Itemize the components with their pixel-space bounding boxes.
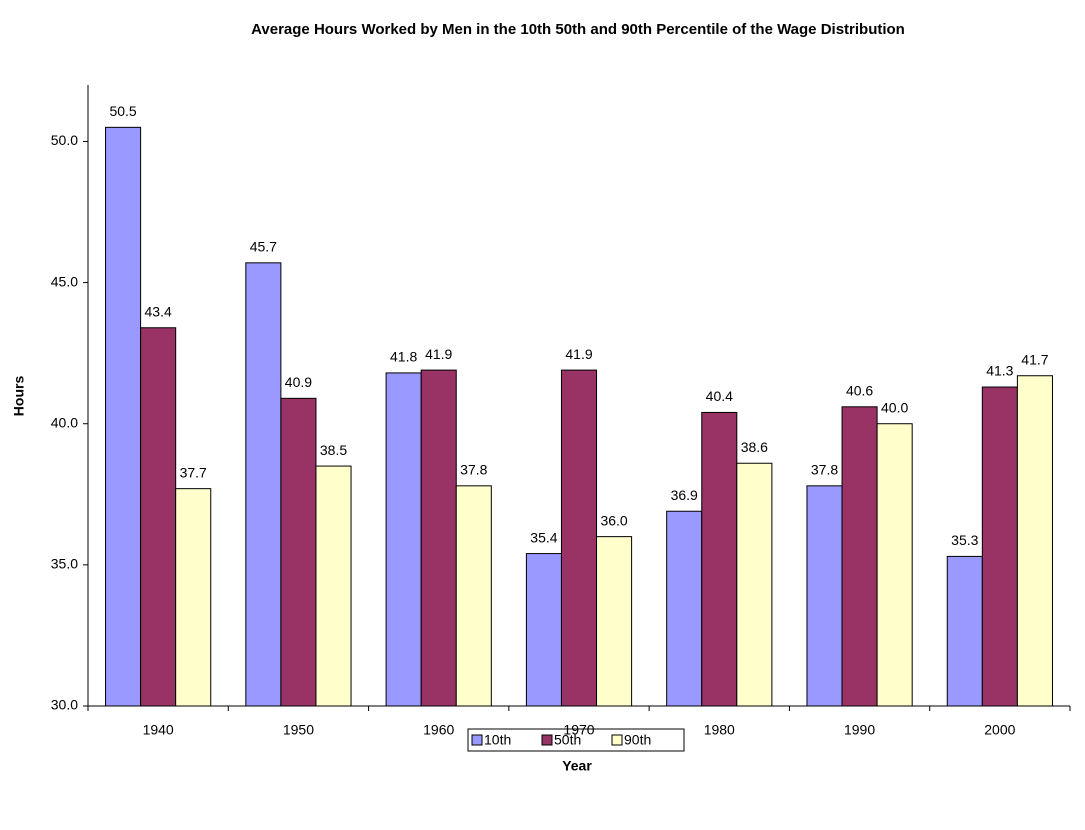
x-axis-label: Year bbox=[562, 758, 592, 774]
bar bbox=[946, 555, 983, 707]
value-label: 38.5 bbox=[320, 442, 347, 458]
y-tick-label: 35.0 bbox=[51, 556, 78, 572]
bar bbox=[806, 485, 843, 707]
value-label: 40.6 bbox=[846, 382, 873, 398]
bar bbox=[315, 465, 352, 707]
value-label: 50.5 bbox=[109, 103, 136, 119]
value-label: 43.4 bbox=[145, 303, 172, 319]
value-label: 40.0 bbox=[881, 399, 908, 415]
bar bbox=[876, 423, 913, 707]
bar bbox=[280, 397, 317, 707]
value-label: 45.7 bbox=[250, 239, 277, 255]
value-label: 36.9 bbox=[671, 487, 698, 503]
x-tick-label: 1940 bbox=[143, 722, 174, 738]
bar bbox=[525, 553, 562, 707]
y-tick-label: 50.0 bbox=[51, 132, 78, 148]
legend-swatch bbox=[541, 734, 553, 746]
legend-label: 50th bbox=[554, 732, 581, 748]
bar bbox=[701, 411, 738, 707]
value-label: 41.3 bbox=[986, 363, 1013, 379]
chart-title: Average Hours Worked by Men in the 10th … bbox=[251, 21, 905, 38]
legend-swatch bbox=[611, 734, 623, 746]
bar bbox=[175, 488, 212, 707]
value-label: 35.4 bbox=[530, 529, 557, 545]
value-label: 37.8 bbox=[460, 462, 487, 478]
bar bbox=[140, 327, 177, 707]
x-tick-label: 2000 bbox=[984, 722, 1015, 738]
value-label: 36.0 bbox=[600, 512, 627, 528]
legend-label: 10th bbox=[484, 732, 511, 748]
value-label: 41.7 bbox=[1021, 351, 1048, 367]
bar bbox=[385, 372, 422, 707]
x-tick-label: 1950 bbox=[283, 722, 314, 738]
bar bbox=[420, 369, 457, 707]
value-label: 41.8 bbox=[390, 349, 417, 365]
value-label: 40.4 bbox=[706, 388, 733, 404]
x-tick-label: 1980 bbox=[704, 722, 735, 738]
bar bbox=[455, 485, 492, 707]
value-label: 35.3 bbox=[951, 532, 978, 548]
bar bbox=[105, 126, 142, 707]
x-tick-label: 1960 bbox=[423, 722, 454, 738]
y-tick-label: 40.0 bbox=[51, 414, 78, 430]
value-label: 38.6 bbox=[741, 439, 768, 455]
bar bbox=[841, 406, 878, 707]
legend-label: 90th bbox=[624, 732, 651, 748]
bar bbox=[245, 262, 282, 707]
x-tick-label: 1970 bbox=[563, 722, 594, 738]
y-axis-label: Hours bbox=[11, 376, 27, 417]
bar bbox=[1016, 375, 1053, 707]
bar bbox=[666, 510, 703, 707]
bar bbox=[981, 386, 1018, 707]
value-label: 37.8 bbox=[811, 462, 838, 478]
bar bbox=[596, 536, 633, 707]
legend-box bbox=[467, 728, 685, 752]
y-tick-label: 45.0 bbox=[51, 273, 78, 289]
value-label: 40.9 bbox=[285, 374, 312, 390]
bar bbox=[736, 462, 773, 707]
y-tick-label: 30.0 bbox=[51, 697, 78, 713]
legend-swatch bbox=[471, 734, 483, 746]
value-label: 41.9 bbox=[425, 346, 452, 362]
bar bbox=[560, 369, 598, 707]
value-label: 37.7 bbox=[180, 464, 207, 480]
value-label: 41.9 bbox=[565, 346, 592, 362]
x-tick-label: 1990 bbox=[844, 722, 875, 738]
